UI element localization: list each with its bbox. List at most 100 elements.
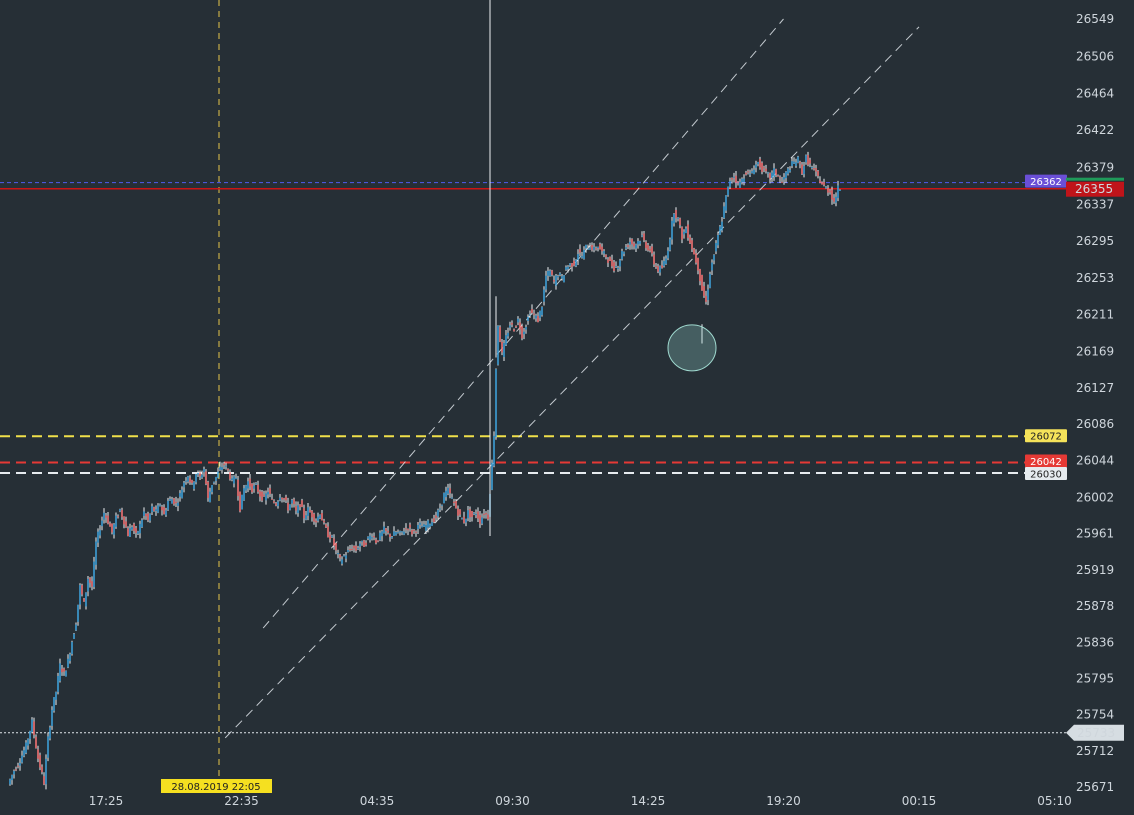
candle-body bbox=[441, 504, 443, 506]
candle bbox=[697, 257, 699, 275]
y-tick-label: 26337 bbox=[1076, 197, 1114, 211]
candle bbox=[253, 482, 255, 493]
candle-body bbox=[779, 177, 781, 179]
candle-body bbox=[571, 263, 573, 267]
candle-body bbox=[189, 477, 191, 483]
candle-body bbox=[463, 516, 465, 523]
candle bbox=[383, 521, 385, 534]
candle bbox=[297, 501, 299, 517]
y-tick-label: 26464 bbox=[1076, 86, 1114, 100]
candle-body bbox=[729, 181, 731, 187]
candle bbox=[207, 480, 209, 502]
candle bbox=[433, 514, 435, 524]
candle-body bbox=[313, 513, 315, 522]
candle bbox=[741, 177, 743, 185]
candle bbox=[569, 263, 571, 268]
candle bbox=[523, 327, 525, 340]
candle-body bbox=[815, 168, 817, 172]
candle-body bbox=[207, 481, 209, 498]
candle-body bbox=[789, 169, 791, 172]
candle-body bbox=[493, 435, 495, 466]
candle-body bbox=[375, 539, 377, 543]
candle-body bbox=[469, 509, 471, 518]
candle-body bbox=[59, 663, 61, 682]
candle bbox=[493, 431, 495, 468]
candle-body bbox=[319, 514, 321, 519]
trend-channel-line-2[interactable] bbox=[224, 26, 920, 739]
candle bbox=[349, 545, 351, 552]
candle-body bbox=[827, 188, 829, 193]
candle bbox=[195, 473, 197, 485]
candle-body bbox=[279, 497, 281, 501]
candle-body bbox=[553, 280, 555, 282]
y-tick-label: 25919 bbox=[1076, 563, 1114, 577]
candle-body bbox=[605, 254, 607, 258]
candle-body bbox=[791, 161, 793, 166]
candle-body bbox=[219, 466, 221, 470]
candle bbox=[537, 312, 539, 323]
candle-body bbox=[387, 530, 389, 533]
candle-body bbox=[505, 335, 507, 345]
candle bbox=[799, 160, 801, 169]
candle bbox=[605, 254, 607, 260]
price-badge-26355: 26355 bbox=[1066, 181, 1124, 197]
candle bbox=[301, 498, 303, 508]
candle-body bbox=[735, 175, 737, 183]
candle bbox=[225, 462, 227, 470]
candle bbox=[367, 536, 369, 541]
candle bbox=[601, 243, 603, 255]
candle bbox=[715, 240, 717, 255]
candle bbox=[481, 513, 483, 526]
candle-body bbox=[499, 326, 501, 342]
candle-body bbox=[167, 500, 169, 510]
candle-body bbox=[49, 727, 51, 739]
candle-body bbox=[797, 156, 799, 163]
candle bbox=[561, 273, 563, 281]
candle-body bbox=[243, 488, 245, 501]
candle bbox=[209, 487, 211, 503]
candle bbox=[529, 310, 531, 318]
candle-body bbox=[597, 246, 599, 248]
candle-body bbox=[633, 243, 635, 247]
y-tick-label: 26002 bbox=[1076, 490, 1114, 504]
candle-body bbox=[27, 739, 29, 746]
candle-body bbox=[221, 467, 223, 470]
circle-annotation[interactable] bbox=[667, 324, 717, 372]
candle bbox=[213, 481, 215, 485]
candle-body bbox=[709, 273, 711, 288]
candle bbox=[769, 172, 771, 184]
candle-body bbox=[145, 513, 147, 517]
candle bbox=[341, 556, 343, 566]
candle bbox=[487, 509, 489, 521]
candle bbox=[101, 516, 103, 531]
candle bbox=[423, 520, 425, 528]
candle bbox=[679, 217, 681, 229]
candle-body bbox=[425, 524, 427, 531]
candle-body bbox=[559, 273, 561, 275]
candle-body bbox=[699, 269, 701, 282]
candle-body bbox=[365, 542, 367, 545]
candle-body bbox=[85, 592, 87, 607]
candle-body bbox=[223, 463, 225, 465]
candle-body bbox=[751, 171, 753, 173]
candle bbox=[719, 225, 721, 235]
candle bbox=[583, 246, 585, 260]
candle bbox=[199, 470, 201, 481]
candle bbox=[551, 269, 553, 277]
candle bbox=[651, 243, 653, 257]
candle bbox=[401, 531, 403, 536]
candle-body bbox=[461, 518, 463, 520]
candle bbox=[399, 530, 401, 536]
candle-body bbox=[639, 241, 641, 244]
candle-body bbox=[99, 530, 101, 536]
candle bbox=[359, 541, 361, 552]
candle-body bbox=[641, 235, 643, 237]
candle bbox=[269, 484, 271, 498]
candle bbox=[255, 482, 257, 486]
candle bbox=[809, 157, 811, 168]
trend-channel-line-1[interactable] bbox=[262, 18, 784, 629]
price-badge-26362: 26362 bbox=[1025, 174, 1067, 188]
candle-body bbox=[169, 498, 171, 501]
